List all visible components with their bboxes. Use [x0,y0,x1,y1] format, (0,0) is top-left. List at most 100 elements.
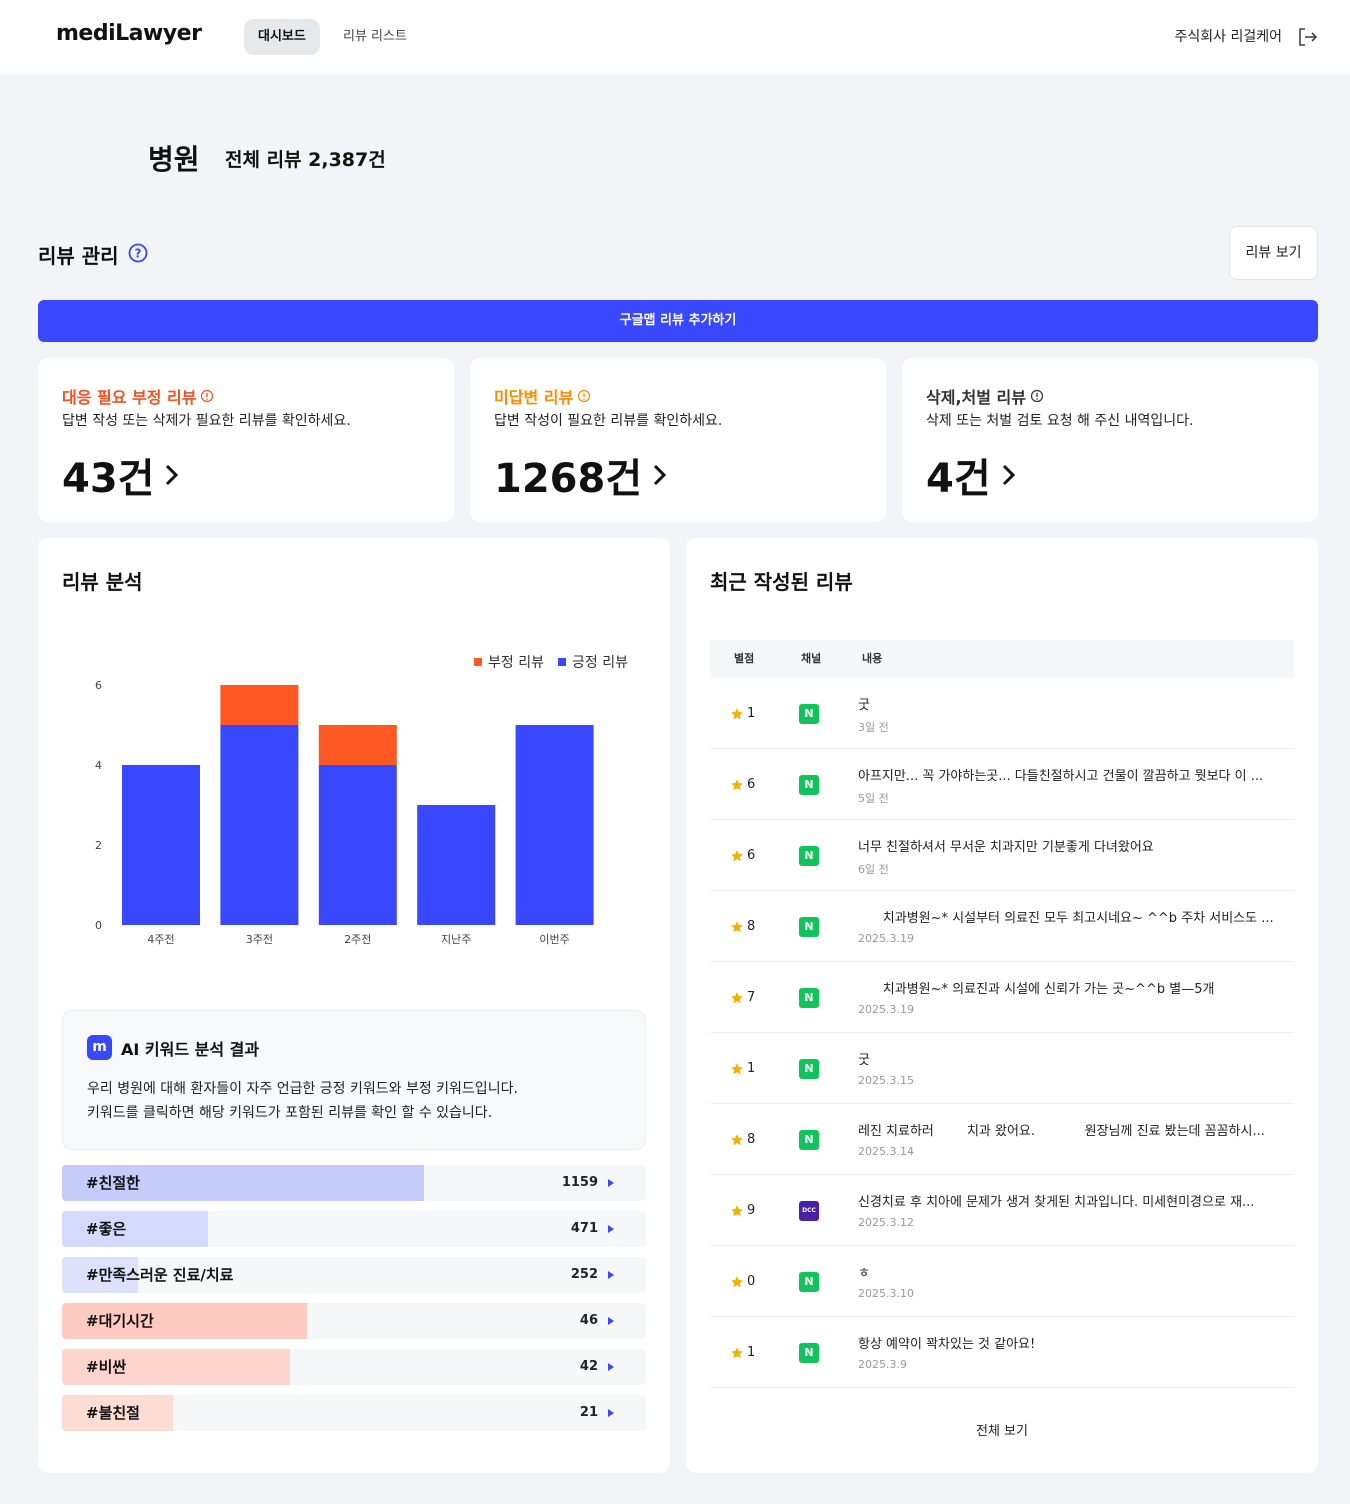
review-row[interactable]: 1 N 굿 2025.3.15 [710,1033,1294,1104]
rating-value: 1 [747,706,756,721]
keyword-row[interactable]: #비싼 42 [62,1349,646,1385]
review-row[interactable]: 9 DCC 신경치료 후 치아에 문제가 생겨 찾게된 치과입니다. 미세현미경으로… [710,1175,1294,1246]
review-text: 레진 치료하러 치과 왔어요. 원장님께 진료 봤는데 꼼꼼하시... [858,1124,1265,1139]
review-rating: 1 [730,1345,755,1360]
negative-review-card[interactable]: 대응 필요 부정 리뷰 답변 작성 또는 삭제가 필요한 리뷰를 확인하세요. … [38,358,454,522]
stat-count[interactable]: 4건 [926,446,1017,504]
unanswered-review-card[interactable]: 미답변 리뷰 답변 작성이 필요한 리뷰를 확인하세요. 1268건 [470,358,886,522]
add-google-review-button[interactable]: 구글맵 리뷰 추가하기 [38,300,1318,342]
star-icon [731,1062,743,1074]
deleted-punished-review-card[interactable]: 삭제,처벌 리뷰 삭제 또는 처벌 검토 요청 해 주신 내역입니다. 4건 [902,358,1318,522]
rating-value: 6 [747,848,756,863]
channel-badge-icon: N [799,988,819,1008]
tab-review-list[interactable]: 리뷰 리스트 [343,29,407,44]
keyword-row[interactable]: #대기시간 46 [62,1303,646,1339]
keyword-count: 21 [579,1405,598,1420]
chevron-right-icon [166,464,179,486]
stat-title: 미답변 리뷰 [494,384,591,408]
stat-count-value: 43건 [62,456,155,502]
star-icon [731,1275,743,1287]
review-date: 2025.3.15 [858,1074,914,1087]
caret-right-icon [608,1225,614,1233]
chevron-right-icon [1002,464,1015,486]
x-tick-label: 4주전 [147,933,174,946]
review-text: 너무 친절하셔서 무서운 치과지만 기분좋게 다녀왔어요 [858,840,1154,855]
stat-count-value: 4건 [926,456,991,502]
stat-title-text: 대응 필요 부정 리뷰 [62,388,197,407]
review-date: 5일 전 [858,792,889,805]
bar-negative[interactable] [220,685,299,725]
review-text: 신경치료 후 치아에 문제가 생겨 찾게된 치과입니다. 미세현미경으로 재..… [858,1195,1255,1210]
review-row[interactable]: 8 N 레진 치료하러 치과 왔어요. 원장님께 진료 봤는데 꼼꼼하시... 202… [710,1104,1294,1175]
keyword-label: #비싼 [86,1358,127,1376]
logout-icon[interactable] [1296,26,1318,48]
review-text: 굿 [858,698,870,713]
info-icon [201,389,214,403]
keyword-bar [62,1257,138,1293]
stat-count[interactable]: 1268건 [494,446,668,504]
stat-description: 삭제 또는 처벌 검토 요청 해 주신 내역입니다. [926,413,1194,429]
keyword-row[interactable]: #친절한 1159 [62,1165,646,1201]
stat-count[interactable]: 43건 [62,446,180,504]
recent-reviews-panel: 최근 작성된 리뷰 별점 채널 내용 1 N 굿 3일 전 6 N 아프지만... 꼭 가야… [686,538,1318,1473]
stat-count-value: 1268건 [494,456,643,502]
review-rating: 8 [730,919,755,934]
stat-description: 답변 작성이 필요한 리뷰를 확인하세요. [494,413,723,429]
analysis-title: 리뷰 분석 [62,570,143,594]
caret-right-icon [608,1317,614,1325]
review-row[interactable]: 0 N ㅎ 2025.3.10 [710,1246,1294,1317]
bar-positive[interactable] [515,725,594,925]
help-icon[interactable]: ? [128,243,148,263]
info-icon [578,389,591,403]
review-rating: 9 [730,1203,755,1218]
review-date: 2025.3.14 [858,1145,914,1158]
caret-right-icon [608,1409,614,1417]
recent-reviews-title: 최근 작성된 리뷰 [710,570,853,594]
review-row[interactable]: 1 N 항상 예약이 꽉차있는 것 같아요! 2025.3.9 [710,1317,1294,1388]
keyword-row[interactable]: #좋은 471 [62,1211,646,1247]
review-rating: 1 [730,706,755,721]
review-row[interactable]: 6 N 아프지만... 꼭 가야하는곳... 다들친절하시고 건물이 깔끔하고 뭣보… [710,749,1294,820]
channel-badge-icon: DCC [799,1201,819,1221]
legend-swatch-negative [474,658,483,666]
review-rating: 7 [730,990,755,1005]
bar-negative[interactable] [318,725,397,765]
total-reviews: 전체 리뷰 2,387건 [225,149,386,171]
review-date: 6일 전 [858,863,889,876]
review-rating: 0 [730,1274,755,1289]
view-all-link[interactable]: 전체 보기 [976,1424,1028,1439]
bar-positive[interactable] [318,765,397,925]
keyword-row[interactable]: #불친절 21 [62,1395,646,1431]
ai-desc-line-2: 키워드를 클릭하면 해당 키워드가 포함된 리뷰를 확인 할 수 있습니다. [87,1105,493,1121]
star-icon [731,920,743,932]
review-row[interactable]: 8 N 치과병원~* 시설부터 의료진 모두 최고시네요~ ^^b 주차 서비스도… [710,891,1294,962]
review-text: 치과병원~* 시설부터 의료진 모두 최고시네요~ ^^b 주차 서비스도 ..… [858,911,1274,926]
star-icon [731,1346,743,1358]
review-text: 항상 예약이 꽉차있는 것 같아요! [858,1337,1036,1352]
review-rating: 8 [730,1132,755,1147]
review-date: 2025.3.19 [858,932,914,945]
y-tick-label: 4 [95,759,102,772]
keyword-label: #만족스러운 진료/치료 [86,1266,234,1284]
channel-badge-icon: N [799,846,819,866]
bar-positive[interactable] [220,725,299,925]
review-date: 3일 전 [858,721,889,734]
review-rating: 1 [730,1061,755,1076]
chart-legend: 부정 리뷰 긍정 리뷰 [474,652,628,672]
bar-positive[interactable] [417,805,496,925]
review-row[interactable]: 6 N 너무 친절하셔서 무서운 치과지만 기분좋게 다녀왔어요 6일 전 [710,820,1294,891]
review-row[interactable]: 7 N 치과병원~* 의료진과 시설에 신뢰가 가는 곳~^^b 별—5개 2025… [710,962,1294,1033]
review-text: ㅎ [858,1266,870,1281]
x-tick-label: 지난주 [441,933,471,946]
review-row[interactable]: 1 N 굿 3일 전 [710,678,1294,749]
ai-description: 우리 병원에 대해 환자들이 자주 언급한 긍정 키워드와 부정 키워드입니다.… [87,1077,518,1125]
x-tick-label: 2주전 [344,933,371,946]
keyword-row[interactable]: #만족스러운 진료/치료 252 [62,1257,646,1293]
review-rating: 6 [730,848,755,863]
review-view-button[interactable]: 리뷰 보기 [1229,226,1318,280]
svg-text:?: ? [135,247,142,261]
caret-right-icon [608,1271,614,1279]
bar-positive[interactable] [122,765,200,925]
tab-dashboard[interactable]: 대시보드 [244,19,320,55]
app-logo[interactable]: mediLawyer [56,21,202,46]
